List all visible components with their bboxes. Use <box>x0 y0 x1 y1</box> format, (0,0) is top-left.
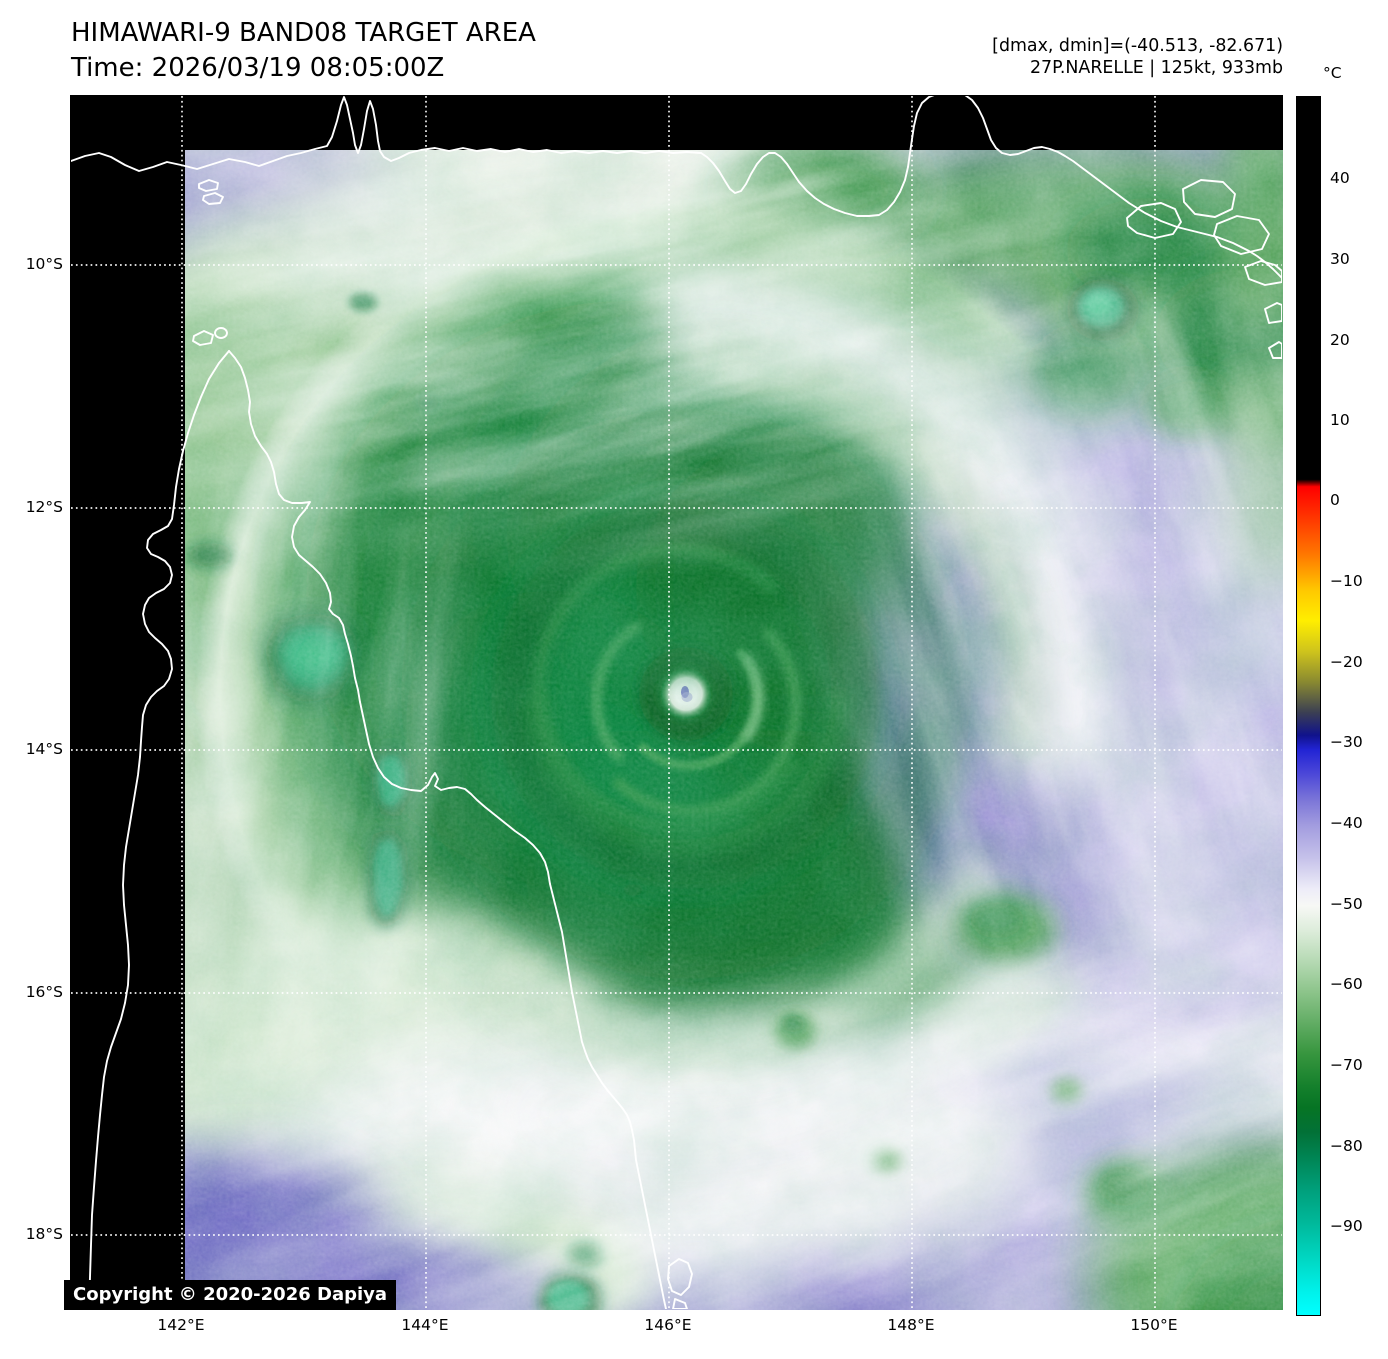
colorbar-tick: −70 <box>1330 1056 1363 1074</box>
colorbar <box>1296 96 1321 1316</box>
colorbar-tick: −30 <box>1330 733 1363 751</box>
lat-tick-label: 12°S <box>25 498 63 516</box>
lat-tick-label: 14°S <box>25 740 63 758</box>
colorbar-tick: −60 <box>1330 975 1363 993</box>
lat-tick-label: 18°S <box>25 1225 63 1243</box>
colorbar-tick: 40 <box>1330 169 1350 187</box>
coastlines <box>71 96 1282 1309</box>
info-storm: 27P.NARELLE | 125kt, 933mb <box>1029 58 1283 79</box>
colorbar-tick: −90 <box>1330 1217 1363 1235</box>
title-block: HIMAWARI-9 BAND08 TARGET AREA Time: 2026… <box>71 16 536 87</box>
colorbar-tick: 0 <box>1330 491 1340 509</box>
colorbar-tick: 30 <box>1330 250 1350 268</box>
lat-tick-label: 10°S <box>25 255 63 273</box>
colorbar-tick: −20 <box>1330 653 1363 671</box>
map-overlay <box>71 96 1282 1309</box>
map-axes: Copyright © 2020-2026 Dapiya <box>64 95 1283 1310</box>
colorbar-unit-label: °C <box>1323 64 1342 82</box>
copyright-badge: Copyright © 2020-2026 Dapiya <box>64 1280 397 1310</box>
figure-time: Time: 2026/03/19 08:05:00Z <box>71 53 445 84</box>
info-block: [dmax, dmin]=(-40.513, -82.671) 27P.NARE… <box>992 35 1283 80</box>
info-range: [dmax, dmin]=(-40.513, -82.671) <box>992 36 1283 56</box>
lon-tick-label: 144°E <box>401 1316 449 1334</box>
lon-tick-label: 150°E <box>1130 1316 1178 1334</box>
colorbar-tick: −80 <box>1330 1137 1363 1155</box>
colorbar-tick: 20 <box>1330 331 1350 349</box>
colorbar-tick: −10 <box>1330 572 1363 590</box>
lat-tick-label: 16°S <box>25 983 63 1001</box>
colorbar-tick: −50 <box>1330 895 1363 913</box>
figure-title: HIMAWARI-9 BAND08 TARGET AREA <box>71 18 536 48</box>
lon-tick-label: 148°E <box>887 1316 935 1334</box>
colorbar-tick: −40 <box>1330 814 1363 832</box>
gridlines <box>71 96 1282 1309</box>
lon-tick-label: 142°E <box>157 1316 205 1334</box>
lon-tick-label: 146°E <box>644 1316 692 1334</box>
satellite-image <box>185 150 1283 1310</box>
colorbar-tick: 10 <box>1330 411 1350 429</box>
